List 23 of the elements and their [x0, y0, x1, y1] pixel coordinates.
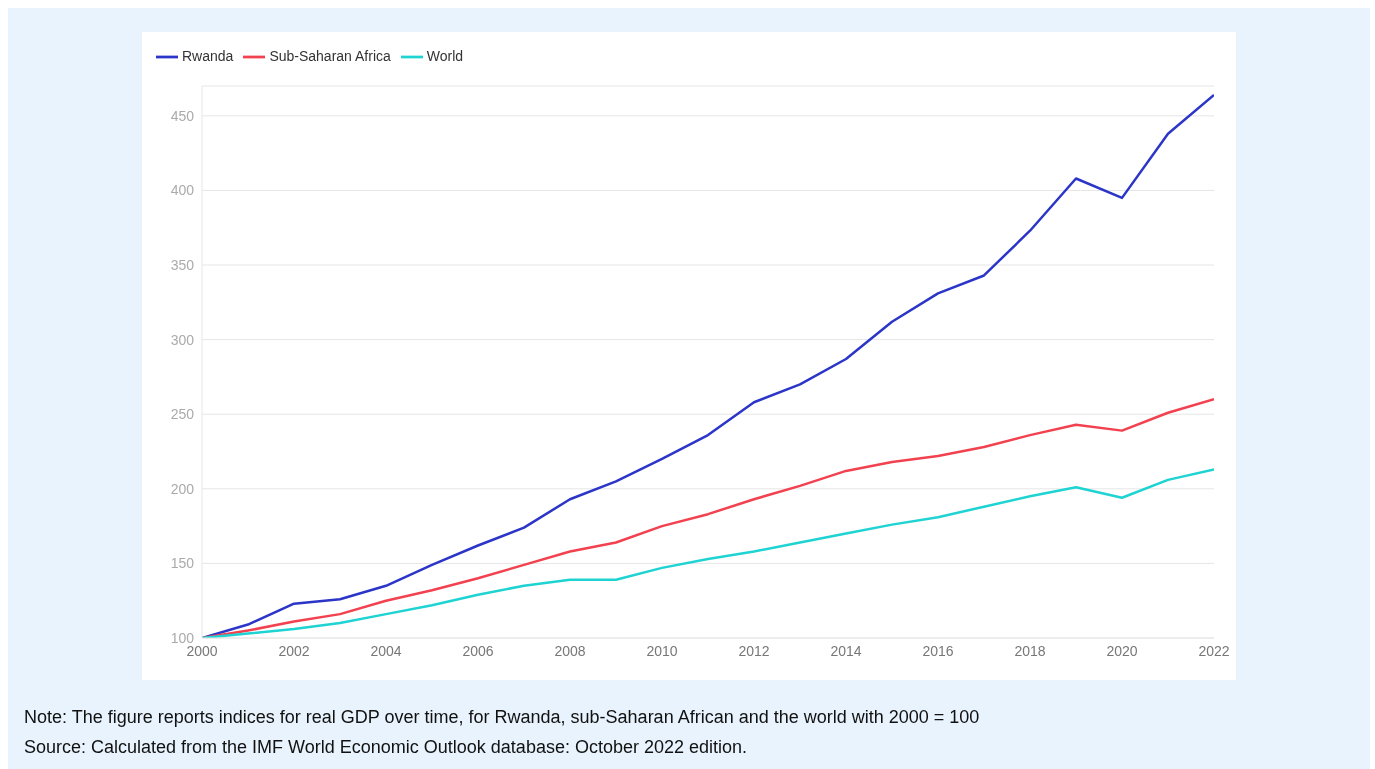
y-tick-label: 400	[170, 182, 195, 199]
y-tick-label: 200	[170, 480, 195, 497]
legend-label: Rwanda	[182, 47, 234, 64]
x-tick-label: 2010	[646, 642, 678, 659]
legend-label: World	[426, 47, 464, 64]
text: Note: The figure reports indices for real GDP over time, for Rwanda, sub-Saharan African and the world with 2000 = 100	[24, 706, 980, 729]
x-tick-label: 2002	[278, 642, 310, 659]
x-tick-label: 2018	[1014, 642, 1046, 659]
legend-label: Sub-Saharan Africa	[269, 47, 391, 64]
x-tick-label: 2008	[554, 642, 586, 659]
y-tick-label: 150	[170, 555, 195, 572]
y-tick-label: 250	[170, 406, 195, 423]
x-tick-label: 2020	[1106, 642, 1138, 659]
source-note: Source: Calculated from the IMF World Economic Outlook database: October 2022 edition.	[24, 736, 749, 759]
y-tick-label: 350	[170, 257, 195, 273]
y-tick-label: 450	[170, 107, 195, 124]
x-tick-label: 2004	[370, 642, 402, 659]
x-tick-label: 2016	[922, 642, 954, 659]
y-tick-label: 300	[170, 331, 195, 348]
x-tick-label: 2012	[738, 642, 770, 659]
x-tick-label: 2022	[1198, 642, 1230, 659]
x-tick-label: 2006	[462, 642, 494, 659]
x-tick-label: 2014	[830, 642, 862, 659]
